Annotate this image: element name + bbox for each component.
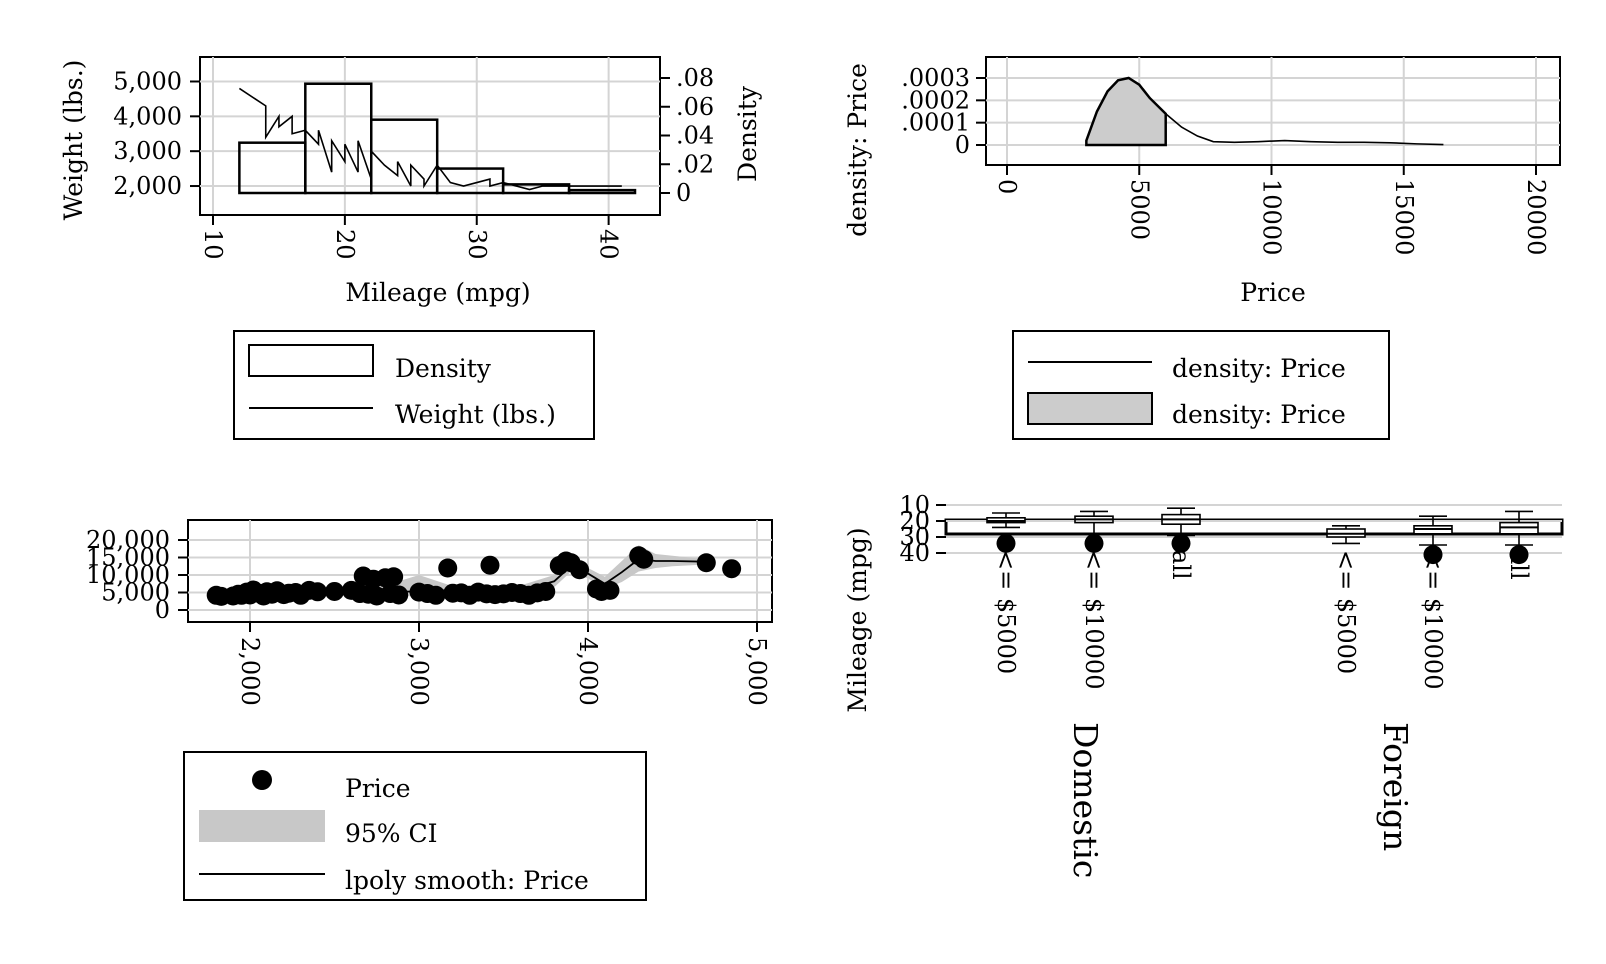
legend-label-density: Density (395, 354, 492, 383)
panel-price-density: 0 5000 10000 15000 20000 0.0001.0002.0003 Pr… (843, 56, 1561, 440)
category-label: <= $10000 (1419, 550, 1447, 689)
price-point (389, 585, 409, 605)
legend-label-weight: Weight (lbs.) (395, 400, 556, 429)
category-label: <= $5000 (1332, 550, 1360, 674)
density-line (1085, 77, 1444, 146)
y2-tick-label: 0 (676, 179, 691, 207)
histogram-bar (304, 82, 373, 195)
legend-key-price (252, 770, 272, 790)
plot-frame (944, 518, 1564, 536)
price-point (438, 558, 458, 578)
x-tick-label: 4,000 (574, 637, 602, 706)
y-axis-title: density: Price (843, 63, 872, 237)
legend-label-lpoly: lpoly smooth: Price (345, 866, 589, 895)
legend-label-density-area: density: Price (1172, 400, 1346, 429)
y2-axis-title: Density (733, 85, 762, 182)
x-tick-label: 40 (595, 229, 623, 260)
lpoly-line (216, 558, 707, 595)
y-tick-label: .0001 (901, 109, 970, 137)
histogram-bar (567, 188, 637, 195)
y-tick-label: 40 (899, 539, 930, 567)
y-tick-label: 20 (899, 507, 930, 535)
y-tick-label: 3,000 (113, 137, 182, 165)
x-tick-label: 5000 (1125, 179, 1153, 240)
x-tick-label: 30 (463, 229, 491, 260)
legend-key-ci (199, 810, 325, 842)
category-label: all (1167, 550, 1195, 580)
x-tick-label: 10 (199, 229, 227, 260)
price-point (536, 581, 556, 601)
legend-key-density (248, 344, 374, 377)
weight-line (238, 87, 622, 191)
y-tick-label: 4,000 (113, 102, 182, 130)
y-tick-label: 0 (955, 131, 970, 159)
x-tick-label: 20000 (1522, 179, 1550, 255)
plot-frame (985, 56, 1561, 166)
box-outlier (1423, 545, 1443, 565)
price-point (696, 553, 716, 573)
x-tick-label: 5,000 (743, 637, 771, 706)
x-tick-label: 0 (993, 179, 1021, 194)
price-point (480, 555, 500, 575)
price-point (308, 582, 328, 602)
box-outlier (996, 533, 1016, 553)
y-tick-label: 20,000 (86, 526, 170, 554)
y-axis-title: Weight (lbs.) (59, 60, 88, 221)
price-point (325, 581, 344, 601)
category-label: <= $5000 (992, 550, 1020, 674)
x-axis-title: Mileage (mpg) (345, 278, 530, 307)
x-tick-label: 15000 (1390, 179, 1418, 255)
category-label: <= $10000 (1080, 550, 1108, 689)
panel-mileage-weight: 10 20 30 40 2,000 3,000 4,000 5,000 0.02.04.06… (59, 56, 762, 440)
price-point (426, 585, 446, 605)
density-area (1085, 76, 1167, 147)
y2-tick-label: .08 (676, 64, 714, 92)
x-tick-label: 10000 (1258, 179, 1286, 255)
box-outlier (1084, 533, 1104, 553)
x-tick-label: 3,000 (405, 637, 433, 706)
y-tick-label: 2,000 (113, 172, 182, 200)
panel-weight-price-scatter: 2,000 3,000 4,000 5,000 05,00010,00015,0002… (86, 519, 773, 901)
group-label: Foreign (1376, 722, 1415, 851)
y2-tick-label: .06 (676, 93, 714, 121)
x-tick-label: 2,000 (236, 637, 264, 706)
histogram-bar (501, 183, 571, 195)
legend: Density Weight (lbs.) (233, 330, 595, 440)
y2-tick-label: .04 (676, 122, 714, 150)
category-label: all (1505, 550, 1533, 580)
price-point (722, 559, 742, 579)
plot-frame (187, 519, 773, 623)
legend: density: Price density: Price (1012, 330, 1390, 440)
y2-tick-label: .02 (676, 150, 714, 178)
legend-label-ci: 95% CI (345, 819, 438, 848)
y-tick-label: 10,000 (86, 561, 170, 589)
price-point (600, 580, 620, 600)
y-tick-label: 0 (155, 596, 170, 624)
legend-label-price: Price (345, 774, 411, 803)
y-tick-label: .0002 (901, 86, 970, 114)
legend-label-density-line: density: Price (1172, 354, 1346, 383)
y-tick-label: 30 (899, 523, 930, 551)
y-tick-label: 15,000 (86, 544, 170, 572)
group-label: Domestic (1066, 722, 1105, 878)
x-tick-label: 20 (331, 229, 359, 260)
y-tick-label: 5,000 (113, 67, 182, 95)
legend: Price 95% CI lpoly smooth: Price (183, 751, 647, 901)
x-axis-title: Price (1240, 278, 1306, 307)
histogram-bar (435, 167, 505, 195)
price-point (384, 567, 404, 587)
y-tick-label: 10 (899, 491, 930, 519)
box-outlier (1171, 533, 1191, 553)
y-tick-label: 5,000 (101, 579, 170, 607)
y-tick-label: .0003 (901, 64, 970, 92)
box-outlier (1509, 545, 1529, 565)
y-axis-title: Mileage (mpg) (843, 527, 872, 712)
legend-key-density-area (1027, 392, 1153, 425)
